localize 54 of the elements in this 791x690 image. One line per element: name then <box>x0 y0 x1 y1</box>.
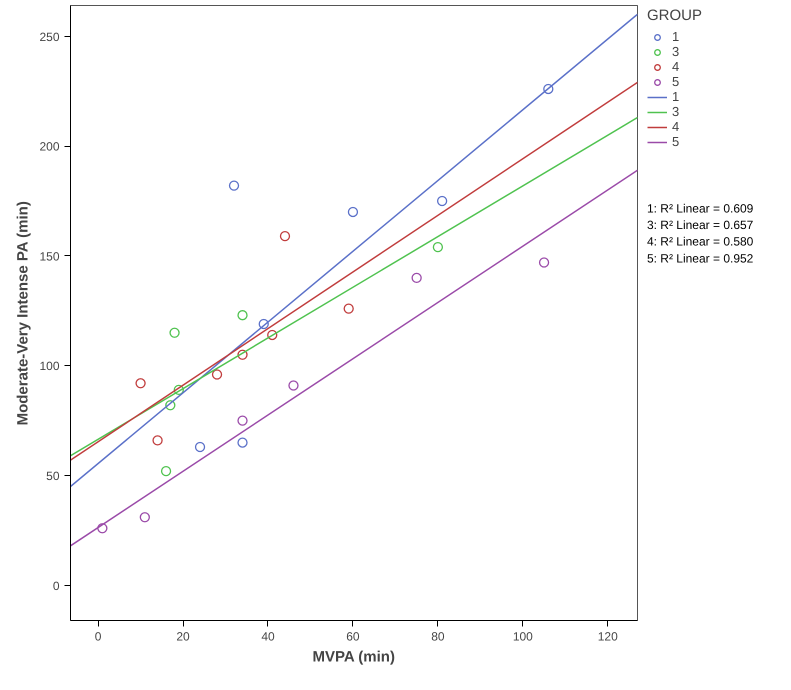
point <box>160 466 172 476</box>
legend-label: 3 <box>672 44 680 59</box>
x-tick-label: 0 <box>94 630 102 644</box>
legend-label: 5 <box>672 74 680 89</box>
legend-label: 4 <box>672 59 680 74</box>
point <box>411 272 422 283</box>
point <box>140 512 150 522</box>
text: 3: R² Linear = 0.657 <box>646 218 754 232</box>
legend-label: 5 <box>672 134 680 149</box>
point <box>228 180 240 191</box>
y-axis-title: Moderate-Very Intense PA (min) <box>14 201 32 426</box>
point <box>237 437 248 448</box>
text: 5: R² Linear = 0.952 <box>646 251 754 266</box>
point <box>288 380 299 391</box>
point <box>543 84 554 94</box>
point <box>432 242 444 252</box>
x-tick-label: 40 <box>261 630 275 644</box>
point <box>194 442 206 452</box>
point <box>280 230 290 242</box>
y-tick-label: 150 <box>39 249 60 264</box>
y-tick-label: 100 <box>39 359 60 374</box>
point <box>267 330 278 340</box>
y-tick-label: 0 <box>52 578 60 593</box>
legend-title: GROUP <box>647 7 702 24</box>
y-tick-label: 200 <box>39 140 60 154</box>
x-tick-label: 80 <box>431 630 445 644</box>
x-tick-label: 120 <box>598 630 618 644</box>
text: 1: R² Linear = 0.609 <box>646 201 754 216</box>
point <box>237 415 248 426</box>
legend-label: 4 <box>672 119 680 134</box>
point <box>97 523 108 534</box>
point <box>538 257 550 268</box>
point <box>237 310 248 320</box>
x-tick-label: 20 <box>176 630 190 644</box>
point <box>135 378 146 388</box>
y-tick-label: 50 <box>46 469 60 484</box>
point <box>174 384 184 396</box>
legend-label: 1 <box>672 89 680 104</box>
point <box>212 369 222 380</box>
point <box>344 303 354 314</box>
point <box>165 400 176 410</box>
point <box>169 328 180 338</box>
x-axis-title: MVPA (min) <box>312 648 395 666</box>
point <box>152 435 163 446</box>
legend-label: 1 <box>672 29 680 44</box>
x-tick-label: 100 <box>512 630 534 644</box>
legend-label: 3 <box>672 104 680 119</box>
point <box>237 350 248 360</box>
x-tick-label: 60 <box>346 630 360 644</box>
y-tick-label: 250 <box>39 30 60 44</box>
point <box>348 206 358 218</box>
point <box>436 196 448 206</box>
point <box>258 318 269 330</box>
text: 4: R² Linear = 0.580 <box>646 234 754 249</box>
